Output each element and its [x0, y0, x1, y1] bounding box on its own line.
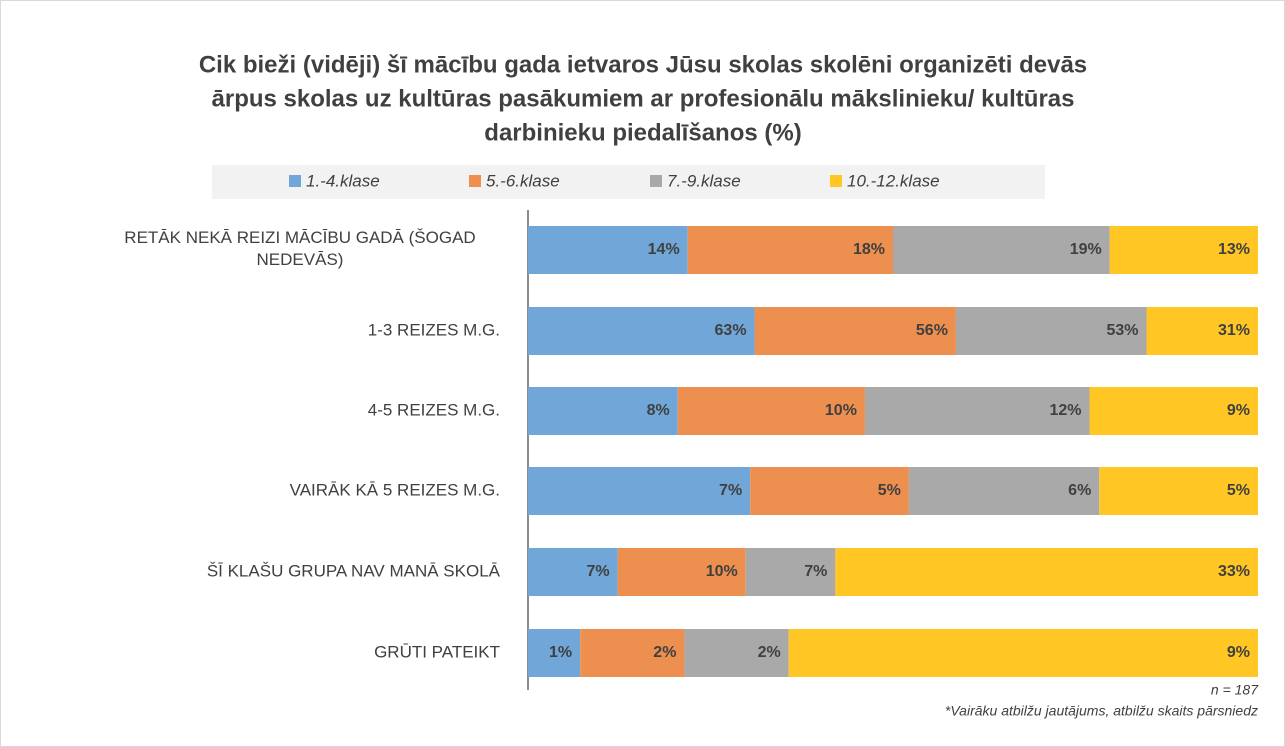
- bar-segment: [528, 387, 678, 435]
- bar-segment: [908, 467, 1100, 515]
- value-label: 8%: [647, 402, 670, 419]
- chart-title: ārpus skolas uz kultūras pasākumiem ar p…: [212, 85, 1075, 112]
- bar-segment: [528, 226, 688, 274]
- legend-swatch: [830, 175, 842, 187]
- bar-segment: [835, 548, 1258, 596]
- bar-segment: [1099, 467, 1258, 515]
- legend-box: [212, 165, 1045, 199]
- chart-title: darbinieku piedalīšanos (%): [484, 119, 801, 146]
- value-label: 7%: [804, 563, 827, 580]
- value-label: 9%: [1227, 402, 1250, 419]
- bar-segment: [864, 387, 1090, 435]
- category-label: RETĀK NEKĀ REIZI MĀCĪBU GADĀ (ŠOGAD NEDEV…: [124, 228, 475, 269]
- legend-label: 10.-12.klase: [847, 171, 940, 190]
- legend-swatch: [650, 175, 662, 187]
- value-label: 2%: [653, 644, 676, 661]
- value-label: 2%: [758, 644, 781, 661]
- bar-segment: [1109, 226, 1258, 274]
- bar-segment: [677, 387, 865, 435]
- note: *Vairāku atbilžu jautājums, atbilžu skai…: [945, 703, 1258, 719]
- bar-segment: [617, 548, 746, 596]
- bar-segment: [754, 307, 956, 355]
- bar-segment: [528, 548, 618, 596]
- value-label: 5%: [878, 482, 901, 499]
- value-label: 14%: [648, 241, 680, 258]
- value-label: 7%: [587, 563, 610, 580]
- value-label: 6%: [1068, 482, 1091, 499]
- category-label: VAIRĀK KĀ 5 REIZES M.G.: [290, 480, 500, 499]
- bar-segment: [684, 629, 789, 677]
- value-label: 10%: [706, 563, 738, 580]
- bar-segment: [580, 629, 685, 677]
- value-label: 33%: [1218, 563, 1250, 580]
- value-label: 19%: [1070, 241, 1102, 258]
- bar-segment: [1089, 387, 1258, 435]
- value-label: 10%: [825, 402, 857, 419]
- note: n = 187: [1211, 682, 1259, 698]
- value-label: 13%: [1218, 241, 1250, 258]
- legend-swatch: [469, 175, 481, 187]
- bar-segment: [893, 226, 1110, 274]
- category-label: ŠĪ KLAŠU GRUPA NAV MANĀ SKOLĀ: [207, 561, 501, 580]
- bar-segment: [1146, 307, 1258, 355]
- category-label-line: RETĀK NEKĀ REIZI MĀCĪBU GADĀ (ŠOGAD: [124, 228, 475, 247]
- category-label: 4-5 REIZES M.G.: [368, 400, 500, 419]
- category-label: 1-3 REIZES M.G.: [368, 320, 500, 339]
- bar-segment: [687, 226, 893, 274]
- bar-segment: [955, 307, 1147, 355]
- bar-segment: [528, 629, 581, 677]
- category-label: GRŪTI PATEIKT: [374, 642, 500, 661]
- bar-segment: [528, 307, 755, 355]
- bar-segment: [788, 629, 1258, 677]
- legend-label: 1.-4.klase: [306, 171, 380, 190]
- legend-label: 7.-9.klase: [667, 171, 741, 190]
- value-label: 18%: [853, 241, 885, 258]
- value-label: 31%: [1218, 322, 1250, 339]
- category-label-line: NEDEVĀS): [257, 250, 344, 269]
- value-label: 53%: [1106, 322, 1138, 339]
- value-label: 12%: [1050, 402, 1082, 419]
- value-label: 63%: [715, 322, 747, 339]
- value-label: 1%: [549, 644, 572, 661]
- value-label: 56%: [916, 322, 948, 339]
- bar-segment: [750, 467, 909, 515]
- value-label: 5%: [1227, 482, 1250, 499]
- bar-segment: [745, 548, 836, 596]
- legend-swatch: [289, 175, 301, 187]
- legend-label: 5.-6.klase: [486, 171, 560, 190]
- value-label: 7%: [719, 482, 742, 499]
- value-label: 9%: [1227, 644, 1250, 661]
- bar-segment: [528, 467, 751, 515]
- chart-title: Cik bieži (vidēji) šī mācību gada ietvar…: [199, 51, 1087, 78]
